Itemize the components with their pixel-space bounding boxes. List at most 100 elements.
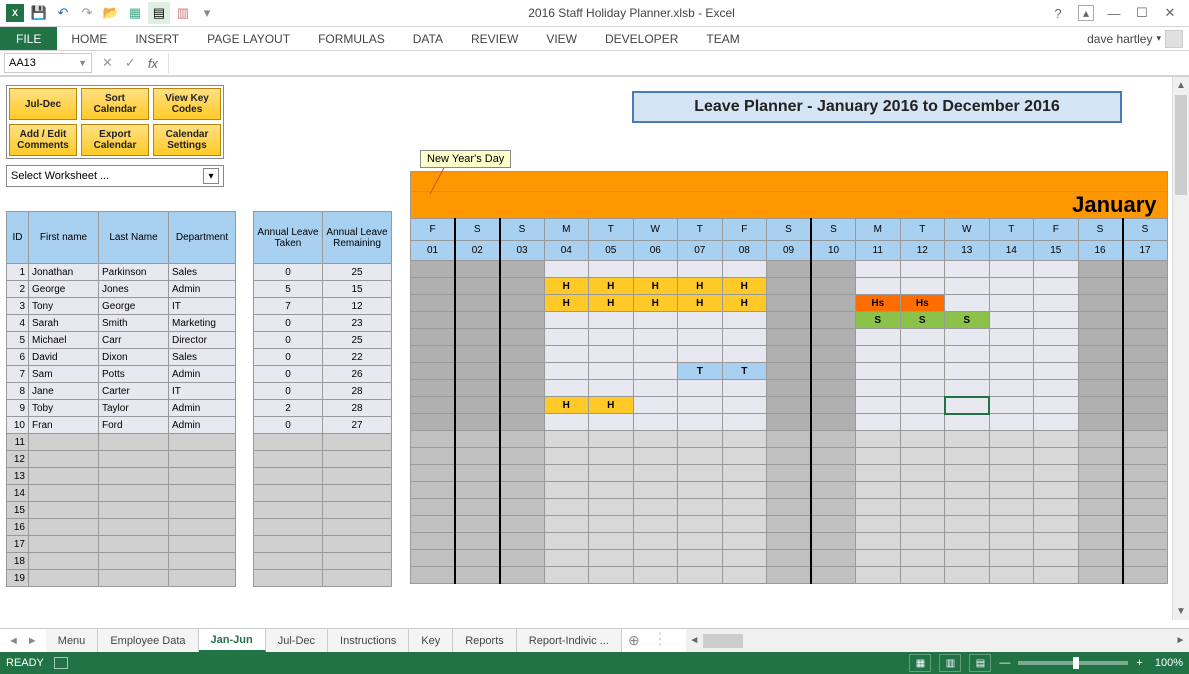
calendar-cell[interactable] bbox=[1123, 567, 1168, 584]
sheet-tab-key[interactable]: Key bbox=[409, 629, 453, 652]
scroll-thumb-h[interactable] bbox=[703, 634, 743, 648]
calendar-cell[interactable] bbox=[500, 567, 545, 584]
calendar-cell[interactable] bbox=[1123, 363, 1168, 380]
calendar-cell[interactable] bbox=[900, 482, 945, 499]
calendar-cell[interactable] bbox=[767, 312, 812, 329]
calendar-cell[interactable] bbox=[722, 516, 767, 533]
calendar-cell[interactable] bbox=[811, 380, 856, 397]
leave-cell[interactable] bbox=[254, 468, 323, 485]
worksheet-selector[interactable]: Select Worksheet ... ▾ bbox=[6, 165, 224, 187]
emp-cell[interactable]: Potts bbox=[99, 366, 169, 383]
emp-cell[interactable]: IT bbox=[169, 298, 236, 315]
calendar-cell[interactable] bbox=[1123, 295, 1168, 312]
leave-cell[interactable]: 0 bbox=[254, 366, 323, 383]
calendar-cell[interactable] bbox=[411, 261, 456, 278]
leave-cell[interactable] bbox=[254, 485, 323, 502]
calendar-cell[interactable] bbox=[455, 550, 500, 567]
calendar-cell[interactable] bbox=[1078, 312, 1123, 329]
calendar-cell[interactable] bbox=[989, 363, 1034, 380]
calendar-cell[interactable] bbox=[589, 499, 634, 516]
calendar-cell[interactable] bbox=[811, 312, 856, 329]
calendar-cell[interactable] bbox=[856, 499, 901, 516]
emp-cell[interactable]: Sales bbox=[169, 264, 236, 281]
calendar-cell[interactable] bbox=[500, 431, 545, 448]
calendar-cell[interactable] bbox=[1078, 567, 1123, 584]
calendar-cell[interactable]: H bbox=[633, 278, 678, 295]
leave-cell[interactable]: 5 bbox=[254, 281, 323, 298]
ribbon-tab-developer[interactable]: DEVELOPER bbox=[591, 32, 692, 46]
calendar-cell[interactable] bbox=[455, 312, 500, 329]
ribbon-tab-team[interactable]: TEAM bbox=[692, 32, 753, 46]
calendar-cell[interactable] bbox=[856, 380, 901, 397]
calendar-cell[interactable] bbox=[544, 550, 589, 567]
redo-button[interactable]: ↷ bbox=[76, 2, 98, 24]
calendar-cell[interactable] bbox=[678, 414, 723, 431]
calendar-cell[interactable] bbox=[633, 397, 678, 414]
calendar-cell[interactable] bbox=[500, 465, 545, 482]
calendar-cell[interactable] bbox=[411, 363, 456, 380]
calendar-cell[interactable] bbox=[633, 567, 678, 584]
leave-cell[interactable] bbox=[323, 553, 392, 570]
calendar-cell[interactable] bbox=[544, 261, 589, 278]
panel-button-view-key-codes[interactable]: View Key Codes bbox=[153, 88, 221, 120]
emp-cell[interactable]: Sarah bbox=[29, 315, 99, 332]
emp-cell[interactable]: Jones bbox=[99, 281, 169, 298]
panel-button-sort-calendar[interactable]: Sort Calendar bbox=[81, 88, 149, 120]
calendar-cell[interactable] bbox=[1078, 278, 1123, 295]
calendar-cell[interactable] bbox=[1034, 397, 1079, 414]
emp-cell[interactable] bbox=[169, 451, 236, 468]
qat-btn-2[interactable]: ▤ bbox=[148, 2, 170, 24]
calendar-cell[interactable] bbox=[678, 346, 723, 363]
calendar-cell[interactable] bbox=[989, 499, 1034, 516]
calendar-cell[interactable] bbox=[411, 312, 456, 329]
calendar-cell[interactable] bbox=[722, 567, 767, 584]
calendar-cell[interactable] bbox=[455, 295, 500, 312]
calendar-cell[interactable] bbox=[856, 397, 901, 414]
calendar-cell[interactable] bbox=[678, 516, 723, 533]
tab-nav-next[interactable]: ► bbox=[27, 635, 38, 647]
calendar-cell[interactable] bbox=[1034, 363, 1079, 380]
worksheet-selector-dropdown-icon[interactable]: ▾ bbox=[203, 168, 219, 184]
help-button[interactable]: ? bbox=[1045, 3, 1071, 23]
ribbon-display-button[interactable]: ▴ bbox=[1073, 3, 1099, 23]
emp-cell[interactable] bbox=[99, 570, 169, 587]
calendar-cell[interactable] bbox=[411, 380, 456, 397]
leave-cell[interactable] bbox=[254, 451, 323, 468]
calendar-cell[interactable] bbox=[945, 380, 990, 397]
tab-nav-prev[interactable]: ◄ bbox=[8, 635, 19, 647]
calendar-cell[interactable] bbox=[1034, 431, 1079, 448]
excel-icon[interactable]: X bbox=[4, 2, 26, 24]
emp-cell[interactable]: IT bbox=[169, 383, 236, 400]
emp-cell[interactable]: Parkinson bbox=[99, 264, 169, 281]
calendar-cell[interactable] bbox=[900, 431, 945, 448]
calendar-cell[interactable] bbox=[856, 567, 901, 584]
calendar-cell[interactable] bbox=[900, 363, 945, 380]
scroll-right-icon[interactable]: ► bbox=[1172, 635, 1189, 646]
calendar-cell[interactable]: H bbox=[544, 397, 589, 414]
calendar-cell[interactable] bbox=[811, 533, 856, 550]
calendar-cell[interactable] bbox=[767, 363, 812, 380]
calendar-cell[interactable] bbox=[1123, 550, 1168, 567]
calendar-cell[interactable] bbox=[544, 346, 589, 363]
emp-cell[interactable]: 6 bbox=[7, 349, 29, 366]
emp-cell[interactable]: 3 bbox=[7, 298, 29, 315]
ribbon-tab-home[interactable]: HOME bbox=[57, 32, 121, 46]
calendar-cell[interactable] bbox=[500, 397, 545, 414]
calendar-cell[interactable] bbox=[500, 329, 545, 346]
calendar-cell[interactable] bbox=[544, 448, 589, 465]
emp-cell[interactable]: 10 bbox=[7, 417, 29, 434]
emp-cell[interactable] bbox=[29, 468, 99, 485]
calendar-cell[interactable] bbox=[411, 414, 456, 431]
emp-cell[interactable] bbox=[29, 434, 99, 451]
calendar-cell[interactable] bbox=[811, 465, 856, 482]
calendar-cell[interactable] bbox=[856, 431, 901, 448]
emp-cell[interactable]: 18 bbox=[7, 553, 29, 570]
calendar-cell[interactable] bbox=[767, 465, 812, 482]
calendar-cell[interactable] bbox=[589, 414, 634, 431]
calendar-cell[interactable] bbox=[900, 567, 945, 584]
emp-cell[interactable]: 5 bbox=[7, 332, 29, 349]
emp-cell[interactable]: Toby bbox=[29, 400, 99, 417]
calendar-cell[interactable] bbox=[1078, 550, 1123, 567]
calendar-cell[interactable] bbox=[678, 550, 723, 567]
calendar-cell[interactable] bbox=[989, 278, 1034, 295]
